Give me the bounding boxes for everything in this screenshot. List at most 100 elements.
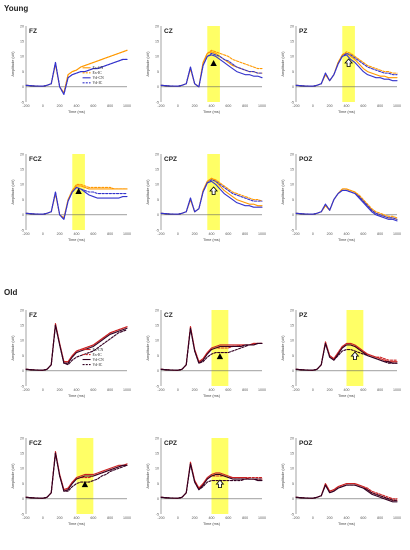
- x-axis-label: Time (ms): [68, 394, 86, 398]
- x-tick-label: 1000: [123, 516, 131, 520]
- y-axis-label: Amplitude (uV): [281, 335, 285, 361]
- x-tick-label: 1000: [123, 104, 131, 108]
- x-tick-label: 0: [177, 232, 179, 236]
- x-tick-label: 400: [209, 388, 215, 392]
- panel-young-poz: -5 0 5 10 15 20 -200 0 200 400 600 800 1000 Time (ms)…: [281, 152, 401, 242]
- y-tick-label: -5: [291, 100, 294, 104]
- x-tick-label: 400: [344, 388, 350, 392]
- y-tick-label: 5: [157, 482, 159, 486]
- panel-old-fz: -5 0 5 10 15 20 -200 0 200 400 600 800 1000 Time (ms)…: [11, 308, 131, 398]
- y-tick-label: 15: [20, 452, 24, 456]
- x-axis-label: Time (ms): [68, 238, 86, 242]
- y-tick-label: 15: [155, 168, 159, 172]
- x-tick-label: 600: [225, 232, 231, 236]
- x-axis-label: Time (ms): [203, 394, 221, 398]
- x-tick-label: 600: [360, 104, 366, 108]
- x-tick-label: -200: [22, 104, 29, 108]
- y-tick-label: -5: [21, 512, 24, 516]
- y-tick-label: 20: [155, 308, 159, 312]
- x-tick-label: 0: [42, 232, 44, 236]
- panel-old-cz: -5 0 5 10 15 20 -200 0 200 400 600 800 1000 Time (ms)…: [146, 308, 266, 398]
- x-tick-label: 1000: [258, 232, 266, 236]
- y-tick-label: 10: [20, 183, 24, 187]
- x-tick-label: 0: [177, 388, 179, 392]
- series-vd-ic: [25, 186, 128, 220]
- x-tick-label: 800: [242, 104, 248, 108]
- x-tick-label: 0: [42, 388, 44, 392]
- y-tick-label: 0: [292, 369, 294, 373]
- panel-young-cz: -5 0 5 10 15 20 -200 0 200 400 600 800 1000 Time (ms)…: [146, 24, 266, 114]
- group-label-old: Old: [4, 288, 18, 297]
- panel-title: CPZ: [164, 440, 177, 447]
- triangle-marker-icon: [81, 481, 89, 488]
- y-tick-label: -5: [156, 100, 159, 104]
- y-tick-label: 5: [292, 482, 294, 486]
- x-tick-label: 200: [327, 516, 333, 520]
- y-tick-label: 0: [157, 213, 159, 217]
- series-vd-ic: [160, 52, 263, 88]
- up-arrow-marker-icon: [209, 186, 218, 195]
- x-axis-label: Time (ms): [68, 110, 86, 114]
- x-tick-label: 800: [107, 388, 113, 392]
- y-tick-label: 10: [20, 55, 24, 59]
- group-label-young: Young: [4, 4, 29, 13]
- x-tick-label: -200: [22, 388, 29, 392]
- y-tick-label: 15: [290, 40, 294, 44]
- x-tick-label: -200: [22, 516, 29, 520]
- series-vd-ic: [25, 58, 128, 95]
- y-tick-label: 20: [155, 24, 159, 28]
- legend-label: Vd-IC: [93, 363, 103, 367]
- up-arrow-marker-icon: [215, 479, 225, 489]
- x-tick-label: 1000: [258, 388, 266, 392]
- x-tick-label: -200: [292, 388, 299, 392]
- y-tick-label: 0: [157, 497, 159, 501]
- y-tick-label: 15: [20, 324, 24, 328]
- legend-label: Ex-IC: [93, 353, 103, 357]
- x-tick-label: 400: [74, 516, 80, 520]
- triangle-marker-icon: [216, 353, 224, 360]
- y-tick-label: 10: [290, 467, 294, 471]
- x-tick-label: 600: [90, 388, 96, 392]
- x-tick-label: 200: [57, 388, 63, 392]
- panel-old-cpz: -5 0 5 10 15 20 -200 0 200 400 600 800 1000 Time (ms)…: [146, 436, 266, 526]
- y-tick-label: 5: [22, 482, 24, 486]
- x-axis-label: Time (ms): [203, 238, 221, 242]
- series-vd-ic: [25, 324, 128, 371]
- x-tick-label: 600: [225, 104, 231, 108]
- y-tick-label: 15: [290, 168, 294, 172]
- panel-title: PZ: [299, 28, 307, 35]
- x-tick-label: 0: [312, 104, 314, 108]
- y-tick-label: 20: [155, 436, 159, 440]
- x-axis-label: Time (ms): [203, 522, 221, 526]
- x-tick-label: 1000: [258, 104, 266, 108]
- panel-title: FZ: [29, 312, 37, 319]
- y-tick-label: 15: [155, 324, 159, 328]
- x-tick-label: 400: [209, 232, 215, 236]
- panel-title: FCZ: [29, 156, 42, 163]
- y-tick-label: 0: [22, 497, 24, 501]
- x-tick-label: -200: [157, 232, 164, 236]
- x-tick-label: 400: [74, 388, 80, 392]
- y-tick-label: 15: [155, 40, 159, 44]
- series-vd-ic: [25, 452, 128, 499]
- y-axis-label: Amplitude (uV): [281, 51, 285, 77]
- series-ex-ic: [25, 323, 128, 371]
- y-tick-label: 10: [20, 339, 24, 343]
- series-ex-ic: [295, 188, 398, 219]
- y-tick-label: 10: [155, 183, 159, 187]
- y-tick-label: 5: [292, 70, 294, 74]
- y-tick-label: -5: [21, 384, 24, 388]
- panel-old-fcz: -5 0 5 10 15 20 -200 0 200 400 600 800 1000 Time (ms)…: [11, 436, 131, 526]
- x-tick-label: 800: [107, 232, 113, 236]
- y-axis-label: Amplitude (uV): [11, 51, 15, 77]
- y-tick-label: 20: [290, 308, 294, 312]
- y-tick-label: 10: [155, 55, 159, 59]
- up-arrow-marker-icon: [344, 58, 353, 67]
- y-tick-label: -5: [156, 384, 159, 388]
- x-tick-label: 800: [377, 104, 383, 108]
- x-tick-label: 200: [57, 104, 63, 108]
- y-tick-label: 20: [290, 24, 294, 28]
- x-tick-label: 800: [377, 232, 383, 236]
- y-tick-label: 15: [155, 452, 159, 456]
- x-tick-label: 200: [327, 388, 333, 392]
